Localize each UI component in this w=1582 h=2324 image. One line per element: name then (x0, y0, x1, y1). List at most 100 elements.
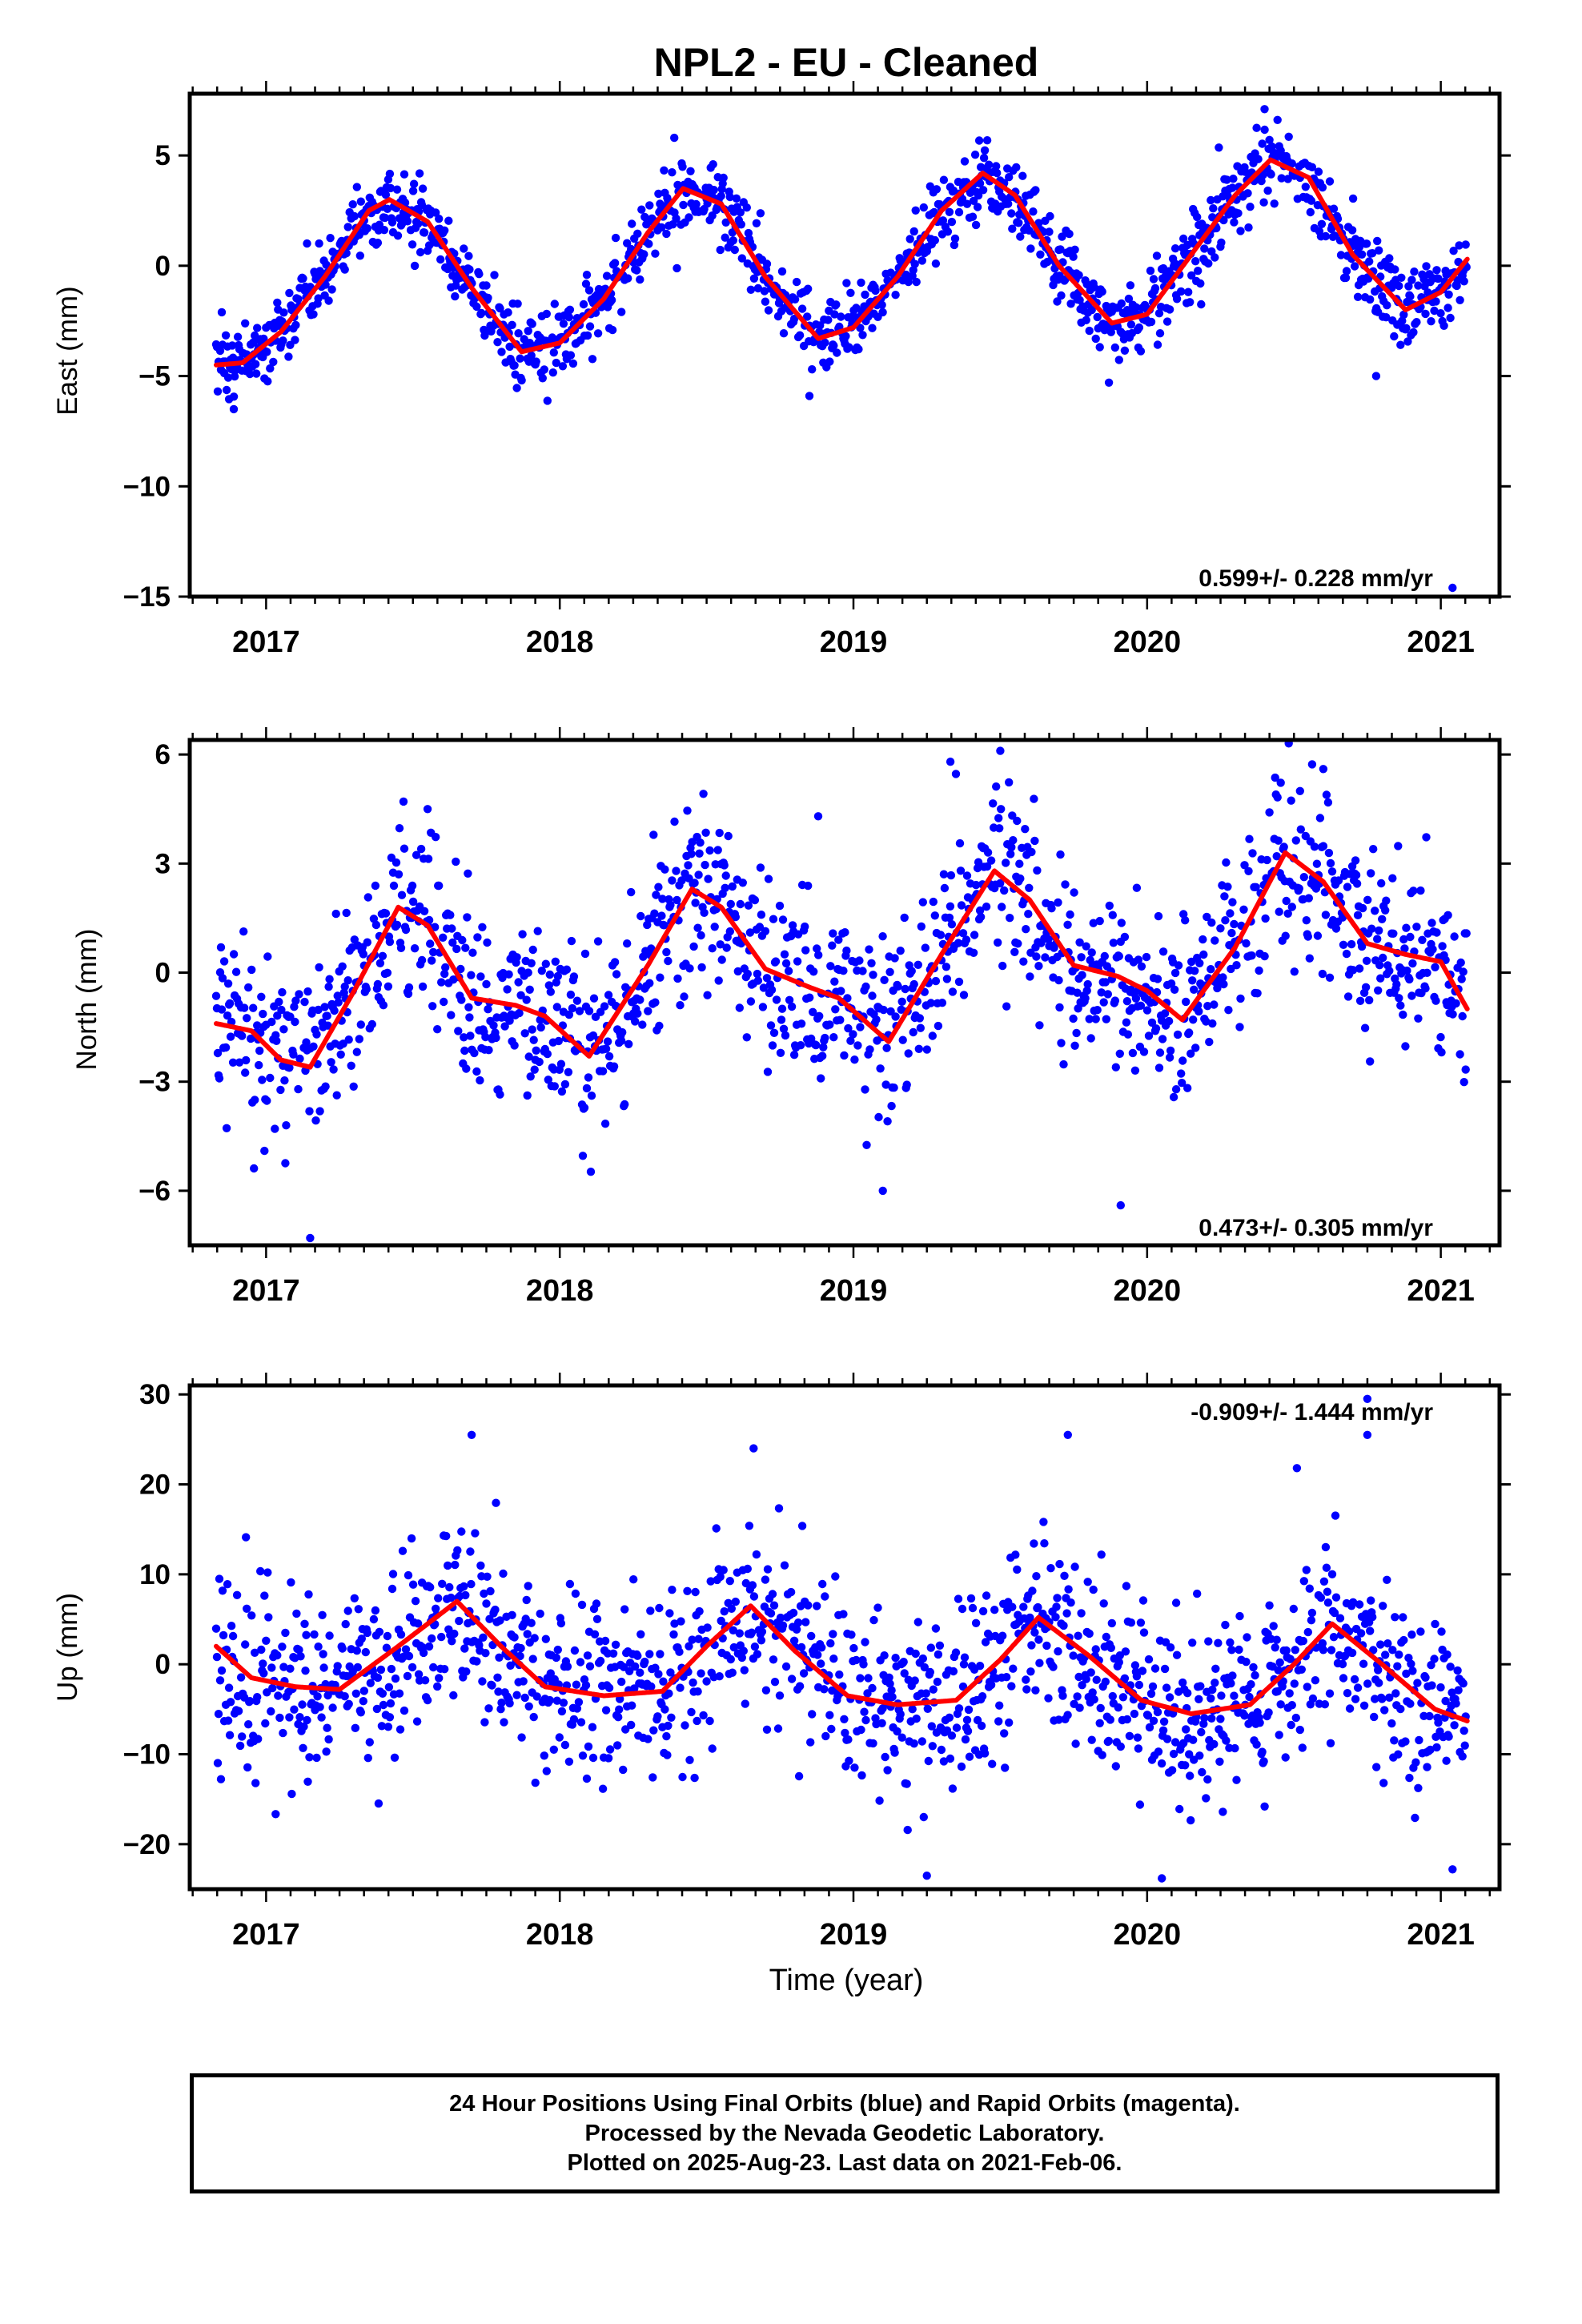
data-point (448, 1637, 456, 1646)
data-point (1359, 1701, 1369, 1710)
data-point (424, 854, 433, 863)
data-point (554, 1036, 563, 1046)
data-point (868, 324, 877, 332)
data-point (585, 322, 595, 331)
data-point (976, 912, 986, 922)
plot-frame (187, 738, 1502, 1248)
data-point (705, 1716, 714, 1726)
data-point (1009, 1664, 1018, 1673)
data-point (1057, 1039, 1066, 1047)
data-point (1379, 1602, 1387, 1610)
data-point (1136, 1001, 1146, 1011)
data-point (334, 998, 343, 1007)
data-point (545, 970, 554, 979)
data-point (1194, 267, 1203, 275)
data-point (240, 1003, 249, 1012)
data-point (908, 1705, 917, 1714)
y-tick-label: −15 (123, 581, 171, 613)
x-tick-label: 2017 (232, 1918, 300, 1952)
data-point (588, 355, 597, 364)
data-point (1456, 958, 1465, 967)
data-point (909, 227, 918, 236)
data-point (241, 1068, 250, 1077)
data-point (753, 283, 763, 293)
data-point (351, 1689, 360, 1698)
data-point (1323, 1587, 1332, 1596)
data-point (1363, 895, 1372, 905)
data-point (1093, 312, 1102, 322)
data-point (592, 1614, 602, 1624)
data-point (1162, 1735, 1172, 1743)
data-point (1061, 880, 1070, 889)
data-point (749, 1444, 758, 1453)
data-point (673, 895, 681, 905)
data-point (558, 362, 568, 371)
data-point (768, 1590, 777, 1598)
data-point (1169, 1749, 1178, 1759)
data-point (277, 1005, 286, 1015)
data-point (721, 218, 730, 227)
data-point (813, 944, 821, 953)
data-point (912, 277, 921, 287)
data-point (586, 1168, 596, 1176)
data-point (797, 1642, 806, 1652)
data-point (266, 364, 275, 373)
data-point (1125, 1731, 1134, 1740)
data-point (1297, 1665, 1307, 1674)
data-point (215, 1676, 225, 1685)
data-point (450, 1629, 459, 1638)
data-point (897, 1005, 905, 1015)
data-point (344, 1699, 353, 1708)
data-point (309, 310, 318, 319)
data-point (828, 941, 837, 950)
data-point (1356, 1629, 1366, 1638)
data-point (640, 212, 649, 222)
data-point (930, 235, 940, 245)
data-point (1031, 1686, 1040, 1695)
data-point (843, 994, 852, 1003)
data-point (857, 1725, 865, 1735)
data-point (215, 1574, 224, 1583)
data-point (1301, 183, 1311, 191)
data-point (1150, 1664, 1160, 1673)
data-point (1450, 1721, 1459, 1730)
data-point (1311, 1676, 1320, 1685)
data-point (813, 1602, 821, 1610)
data-point (1082, 316, 1090, 324)
data-point (299, 1743, 307, 1752)
data-point (1454, 1686, 1463, 1695)
data-point (379, 1001, 388, 1010)
data-point (276, 1085, 285, 1095)
y-tick-label: 0 (155, 251, 171, 282)
data-point (918, 898, 928, 907)
data-point (839, 1610, 848, 1618)
data-point (1353, 292, 1363, 301)
data-point (808, 1710, 817, 1719)
data-point (383, 968, 392, 978)
data-point (856, 1674, 865, 1683)
data-point (1371, 907, 1379, 915)
data-point (1436, 1683, 1445, 1692)
data-point (1339, 1674, 1348, 1683)
data-point (1222, 858, 1231, 867)
data-point (472, 1657, 481, 1666)
data-point (383, 1723, 393, 1731)
data-point (778, 915, 788, 924)
data-point (344, 1035, 353, 1044)
data-point (1247, 951, 1256, 960)
data-point (1063, 920, 1072, 930)
data-point (873, 1603, 882, 1612)
data-point (1189, 1735, 1198, 1744)
data-point (279, 1663, 288, 1671)
data-point (915, 1014, 925, 1023)
data-point (935, 1641, 945, 1650)
data-point (904, 277, 913, 287)
y-tick-label: 20 (139, 1470, 171, 1501)
data-point (565, 1579, 575, 1589)
data-point (1361, 983, 1371, 992)
data-point (1318, 183, 1327, 192)
data-point (1139, 1628, 1149, 1637)
data-point (1295, 1725, 1305, 1735)
data-point (484, 293, 492, 303)
data-point (638, 1020, 647, 1029)
